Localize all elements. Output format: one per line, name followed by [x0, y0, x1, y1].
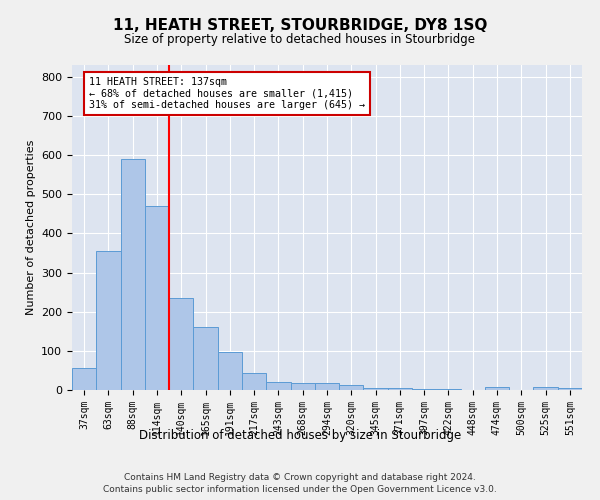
- Bar: [558, 388, 582, 390]
- Bar: [533, 387, 558, 390]
- Text: Distribution of detached houses by size in Stourbridge: Distribution of detached houses by size …: [139, 428, 461, 442]
- Bar: [121, 159, 145, 390]
- Bar: [412, 389, 436, 390]
- Bar: [72, 368, 96, 390]
- Bar: [339, 384, 364, 390]
- Bar: [169, 298, 193, 390]
- Bar: [290, 382, 315, 390]
- Bar: [315, 383, 339, 390]
- Bar: [145, 206, 169, 390]
- Text: 11 HEATH STREET: 137sqm
← 68% of detached houses are smaller (1,415)
31% of semi: 11 HEATH STREET: 137sqm ← 68% of detache…: [89, 76, 365, 110]
- Bar: [364, 388, 388, 390]
- Bar: [242, 373, 266, 390]
- Bar: [485, 387, 509, 390]
- Bar: [193, 328, 218, 390]
- Bar: [266, 382, 290, 390]
- Bar: [218, 352, 242, 390]
- Bar: [96, 251, 121, 390]
- Bar: [436, 389, 461, 390]
- Bar: [388, 388, 412, 390]
- Text: Contains public sector information licensed under the Open Government Licence v3: Contains public sector information licen…: [103, 486, 497, 494]
- Text: 11, HEATH STREET, STOURBRIDGE, DY8 1SQ: 11, HEATH STREET, STOURBRIDGE, DY8 1SQ: [113, 18, 487, 32]
- Text: Size of property relative to detached houses in Stourbridge: Size of property relative to detached ho…: [125, 32, 476, 46]
- Y-axis label: Number of detached properties: Number of detached properties: [26, 140, 35, 315]
- Text: Contains HM Land Registry data © Crown copyright and database right 2024.: Contains HM Land Registry data © Crown c…: [124, 473, 476, 482]
